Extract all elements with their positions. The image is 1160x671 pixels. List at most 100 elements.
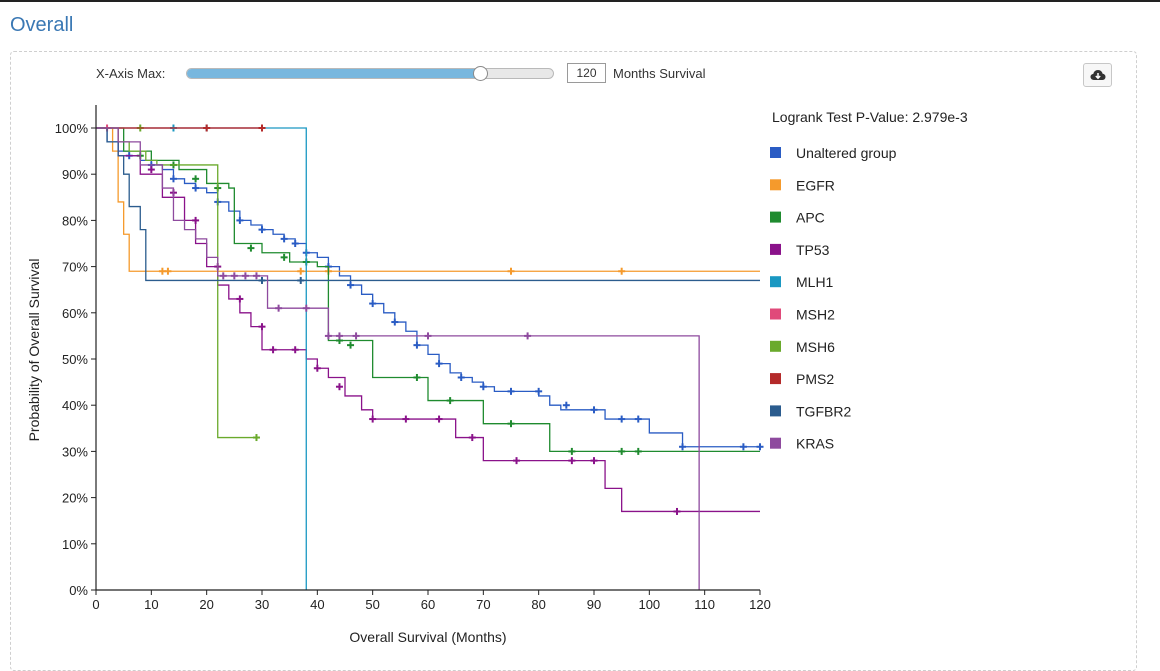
censor-mark[interactable] [468, 434, 476, 442]
censor-mark[interactable] [258, 276, 266, 284]
download-button[interactable] [1083, 63, 1112, 87]
censor-mark[interactable] [391, 318, 399, 326]
censor-mark[interactable] [679, 443, 687, 451]
censor-mark[interactable] [258, 124, 266, 132]
censor-mark[interactable] [252, 272, 260, 280]
censor-mark[interactable] [507, 267, 515, 275]
censor-mark[interactable] [302, 304, 310, 312]
censor-mark[interactable] [739, 443, 747, 451]
censor-mark[interactable] [457, 373, 465, 381]
survival-curve-kras[interactable] [96, 127, 700, 590]
censor-mark[interactable] [280, 235, 288, 243]
legend-item-msh2[interactable]: MSH2 [770, 307, 835, 323]
censor-mark[interactable] [252, 434, 260, 442]
censor-mark[interactable] [756, 443, 764, 451]
censor-mark[interactable] [424, 332, 432, 340]
censor-mark[interactable] [435, 360, 443, 368]
censor-mark[interactable] [347, 341, 355, 349]
slider-handle[interactable] [473, 66, 489, 81]
censor-mark[interactable] [335, 332, 343, 340]
censor-mark[interactable] [192, 216, 200, 224]
censor-mark[interactable] [230, 272, 238, 280]
censor-mark[interactable] [590, 406, 598, 414]
censor-mark[interactable] [247, 244, 255, 252]
censor-mark[interactable] [192, 175, 200, 183]
survival-curve-msh6[interactable] [96, 127, 257, 439]
survival-curve-unaltered-group[interactable] [96, 127, 760, 448]
censor-mark[interactable] [192, 184, 200, 192]
censor-mark[interactable] [369, 415, 377, 423]
censor-mark[interactable] [219, 272, 227, 280]
censor-mark[interactable] [324, 332, 332, 340]
censor-mark[interactable] [524, 332, 532, 340]
cloud-download-icon [1090, 70, 1105, 80]
legend-item-kras[interactable]: KRAS [770, 436, 834, 452]
xaxis-max-slider[interactable] [186, 68, 554, 79]
censor-mark[interactable] [435, 415, 443, 423]
legend-swatch [770, 276, 781, 288]
legend-label: EGFR [796, 177, 835, 193]
censor-mark[interactable] [507, 387, 515, 395]
x-axis-title: Overall Survival (Months) [349, 629, 506, 645]
censor-mark[interactable] [618, 267, 626, 275]
censor-mark[interactable] [634, 447, 642, 455]
censor-mark[interactable] [568, 457, 576, 465]
legend-item-mlh1[interactable]: MLH1 [770, 274, 834, 290]
censor-mark[interactable] [313, 364, 321, 372]
censor-mark[interactable] [513, 457, 521, 465]
censor-mark[interactable] [269, 346, 277, 354]
legend-swatch [770, 179, 781, 191]
censor-mark[interactable] [291, 346, 299, 354]
censor-mark[interactable] [590, 457, 598, 465]
censor-mark[interactable] [402, 415, 410, 423]
censor-mark[interactable] [275, 304, 283, 312]
xaxis-max-input[interactable] [567, 63, 606, 83]
censor-mark[interactable] [562, 401, 570, 409]
censor-mark[interactable] [634, 415, 642, 423]
legend-item-unaltered-group[interactable]: Unaltered group [770, 145, 897, 161]
censor-mark[interactable] [347, 281, 355, 289]
censor-mark[interactable] [479, 383, 487, 391]
censor-mark[interactable] [535, 387, 543, 395]
censor-mark[interactable] [297, 276, 305, 284]
legend-label: APC [796, 210, 825, 226]
legend-item-tp53[interactable]: TP53 [770, 242, 830, 258]
censor-mark[interactable] [446, 397, 454, 405]
censor-mark[interactable] [291, 240, 299, 247]
censor-mark[interactable] [618, 415, 626, 423]
series-pms2 [96, 124, 266, 132]
censor-mark[interactable] [241, 272, 249, 280]
legend-item-tgfbr2[interactable]: TGFBR2 [770, 403, 851, 419]
censor-mark[interactable] [258, 323, 266, 331]
censor-mark[interactable] [568, 447, 576, 455]
censor-mark[interactable] [369, 300, 377, 308]
censor-mark[interactable] [164, 267, 172, 275]
censor-mark[interactable] [280, 253, 288, 261]
censor-mark[interactable] [507, 420, 515, 428]
legend-swatch [770, 340, 781, 352]
legend-item-msh6[interactable]: MSH6 [770, 339, 835, 355]
censor-mark[interactable] [673, 507, 681, 515]
legend-item-pms2[interactable]: PMS2 [770, 371, 834, 387]
censor-mark[interactable] [297, 267, 305, 275]
survival-curve-tgfbr2[interactable] [96, 127, 760, 282]
censor-mark[interactable] [169, 175, 177, 183]
legend-label: TP53 [796, 242, 830, 258]
censor-mark[interactable] [258, 226, 266, 234]
censor-mark[interactable] [236, 216, 244, 224]
legend-item-egfr[interactable]: EGFR [770, 177, 835, 193]
censor-mark[interactable] [413, 341, 421, 349]
censor-mark[interactable] [236, 295, 244, 303]
censor-mark[interactable] [352, 332, 360, 340]
censor-mark[interactable] [618, 447, 626, 455]
y-tick-label: 20% [62, 491, 88, 506]
x-tick-label: 40 [310, 597, 324, 612]
censor-mark[interactable] [335, 383, 343, 391]
survival-curve-egfr[interactable] [96, 127, 760, 272]
censor-mark[interactable] [203, 124, 211, 132]
y-tick-label: 60% [62, 306, 88, 321]
censor-mark[interactable] [413, 373, 421, 381]
legend-item-apc[interactable]: APC [770, 210, 825, 226]
censor-mark[interactable] [147, 166, 155, 174]
survival-curve-mlh1[interactable] [96, 127, 307, 590]
